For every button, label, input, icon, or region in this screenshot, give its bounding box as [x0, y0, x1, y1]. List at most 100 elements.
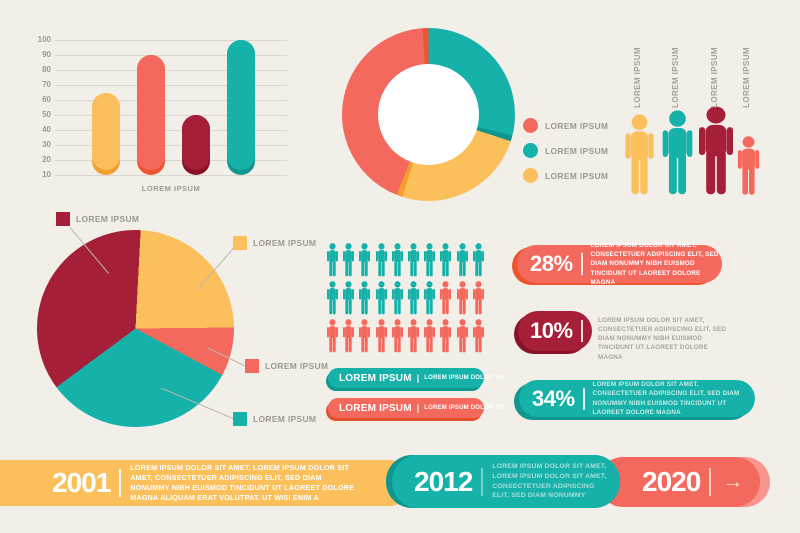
- y-tick-label: 90: [42, 50, 51, 59]
- timeline-text: LOREM IPSUM DOLOR SIT AMET, LOREM IPSUM …: [492, 462, 607, 500]
- legend-item: LOREM IPSUM: [523, 163, 608, 188]
- donut-legend: LOREM IPSUM LOREM IPSUM LOREM IPSUM: [523, 113, 608, 188]
- timeline-separator: [481, 467, 484, 496]
- gridline: [55, 40, 287, 41]
- pie-chart: [37, 230, 234, 427]
- y-tick-label: 30: [42, 140, 51, 149]
- person-icon: [472, 319, 484, 353]
- person-icon: [737, 136, 759, 195]
- y-tick-label: 50: [42, 110, 51, 119]
- figure-label: LOREM IPSUM: [671, 47, 680, 108]
- legend-label: LOREM IPSUM: [545, 120, 609, 131]
- person-icon: [440, 281, 452, 315]
- bar-chart-y-axis: 100 90 80 70 60 50 40 30 20 10: [26, 35, 51, 179]
- person-icon: [343, 281, 355, 315]
- ribbon-face: LOREM IPSUM | LOREM IPSUM DOLOR SIT: [328, 368, 505, 388]
- person-icon: [456, 281, 468, 315]
- donut-chart: [342, 28, 515, 201]
- person-icon: [359, 319, 371, 353]
- person-icon: [359, 281, 371, 315]
- person-icon: [456, 243, 468, 277]
- bar: [227, 40, 255, 175]
- person-icon: [359, 243, 371, 277]
- gridline: [55, 70, 287, 71]
- bar-fill: [137, 55, 165, 170]
- bar-fill: [182, 115, 210, 170]
- legend-label: LOREM IPSUM: [545, 170, 609, 181]
- person-icon: [407, 281, 420, 315]
- timeline-text: LOREM IPSUM DOLOR SIT AMET, LOREM IPSUM …: [130, 462, 355, 503]
- person-icon: [375, 243, 387, 277]
- person-icon: [343, 319, 355, 353]
- y-tick-label: 10: [42, 170, 51, 179]
- bar: [92, 92, 120, 175]
- gridline: [55, 160, 287, 161]
- bar-fill: [92, 92, 120, 170]
- y-tick-label: 60: [42, 95, 51, 104]
- timeline-year: 2001: [52, 467, 111, 498]
- y-tick-label: 40: [42, 125, 51, 134]
- ribbon-separator: |: [416, 373, 420, 383]
- arrow-right-icon: →: [722, 470, 744, 493]
- y-tick-label: 80: [42, 65, 51, 74]
- stat-separator: [580, 253, 583, 275]
- pie-label-text: LOREM IPSUM: [253, 238, 317, 248]
- timeline-2020-pill: 2020 →: [598, 457, 760, 507]
- timeline-2001-band: 2001 LOREM IPSUM DOLOR SIT AMET, LOREM I…: [0, 460, 412, 506]
- y-tick-label: 100: [37, 35, 51, 44]
- stat-value: 28%: [530, 251, 573, 276]
- timeline-year: 2020: [642, 466, 701, 497]
- y-tick-label: 20: [42, 155, 51, 164]
- bar: [137, 55, 165, 175]
- gridline: [55, 175, 287, 176]
- person-icon: [472, 281, 484, 315]
- person-icon: [407, 243, 420, 277]
- legend-dot: [523, 168, 538, 183]
- stat-text: LOREM IPSUM DOLOR SIT AMET, CONSECTETUER…: [590, 242, 719, 286]
- person-icon: [326, 319, 339, 353]
- legend-item: LOREM IPSUM: [523, 113, 608, 138]
- timeline-2012-face: 2012 LOREM IPSUM DOLOR SIT AMET, LOREM I…: [392, 455, 620, 508]
- figure-label: LOREM IPSUM: [710, 47, 719, 108]
- pie-label-text: LOREM IPSUM: [265, 361, 329, 371]
- person-icon: [472, 243, 484, 277]
- person-icon: [375, 319, 387, 353]
- pie-label-dark-red: LOREM IPSUM: [56, 212, 139, 226]
- gridline: [55, 145, 287, 146]
- pie-swatch: [56, 212, 70, 226]
- figure-label: LOREM IPSUM: [633, 47, 642, 108]
- pie-label-teal: LOREM IPSUM: [233, 412, 316, 426]
- gridline: [55, 85, 287, 86]
- person-icon: [624, 114, 654, 195]
- person-icon: [326, 281, 339, 315]
- person-icon: [391, 319, 403, 353]
- person-icon: [662, 110, 692, 195]
- gridline: [55, 115, 287, 116]
- ribbon-teal: LOREM IPSUM | LOREM IPSUM DOLOR SIT: [326, 368, 505, 391]
- stat-text: LOREM IPSUM DOLOR SIT AMET, CONSECTETUER…: [592, 381, 740, 416]
- stat-value: 34%: [532, 385, 575, 411]
- ribbon-subtitle: LOREM IPSUM DOLOR SIT: [424, 405, 506, 411]
- gridline: [55, 130, 287, 131]
- legend-item: LOREM IPSUM: [523, 138, 608, 163]
- timeline-separator: [119, 469, 122, 497]
- person-icon: [343, 243, 355, 277]
- stat-face: 10%: [518, 311, 592, 351]
- ribbon-separator: |: [416, 403, 420, 413]
- ribbon-title: LOREM IPSUM: [339, 402, 412, 414]
- person-icon: [391, 281, 403, 315]
- timeline: 2001 LOREM IPSUM DOLOR SIT AMET, LOREM I…: [0, 455, 800, 509]
- stat-value: 10%: [530, 318, 573, 343]
- timeline-year: 2012: [414, 465, 473, 497]
- bar-fill: [227, 40, 255, 170]
- person-icon: [424, 281, 436, 315]
- stat-face: 34% LOREM IPSUM DOLOR SIT AMET, CONSECTE…: [519, 380, 755, 417]
- person-icon: [440, 243, 452, 277]
- ribbon-coral: LOREM IPSUM | LOREM IPSUM DOLOR SIT: [326, 398, 505, 421]
- pie-swatch: [233, 236, 247, 250]
- stat-separator: [582, 387, 585, 410]
- pie-label-text: LOREM IPSUM: [253, 414, 317, 424]
- person-icon: [424, 243, 436, 277]
- legend-label: LOREM IPSUM: [545, 145, 609, 156]
